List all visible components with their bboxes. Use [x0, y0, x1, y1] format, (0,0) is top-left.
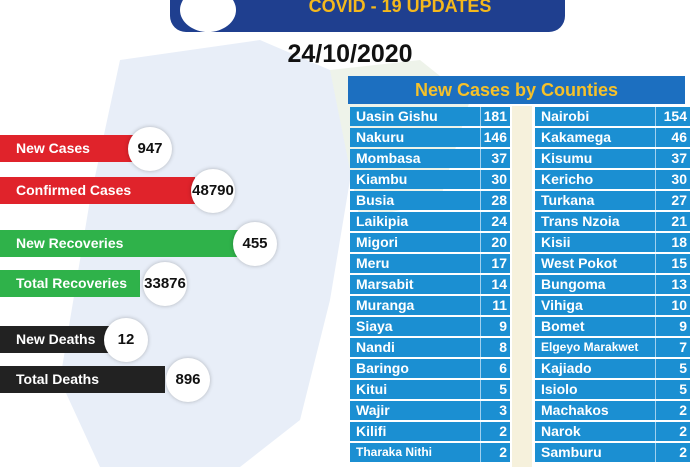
- header-title: COVID - 19 UPDATES: [308, 0, 492, 16]
- county-name: Kilifi: [350, 422, 480, 441]
- stat-label: Confirmed Cases: [0, 177, 195, 204]
- county-cases: 3: [480, 401, 510, 420]
- stat-label: New Recoveries: [0, 230, 245, 257]
- county-cases: 10: [655, 296, 690, 315]
- county-cases: 6: [480, 359, 510, 378]
- county-cases: 2: [655, 401, 690, 420]
- county-cases: 46: [655, 128, 690, 147]
- column-divider: [512, 106, 532, 467]
- county-cases: 27: [655, 191, 690, 210]
- county-cases: 18: [655, 233, 690, 252]
- county-name: Marsabit: [350, 275, 480, 294]
- county-name: Laikipia: [350, 212, 480, 231]
- date: 24/10/2020: [287, 40, 413, 68]
- county-cases: 24: [480, 212, 510, 231]
- county-cases: 30: [655, 170, 690, 189]
- county-cases: 2: [480, 443, 510, 462]
- county-cases: 154: [655, 107, 690, 126]
- county-cases: 146: [480, 128, 510, 147]
- county-name: Siaya: [350, 317, 480, 336]
- county-cases: 9: [655, 317, 690, 336]
- county-name: Meru: [350, 254, 480, 273]
- stat-value: 896: [166, 358, 210, 402]
- county-cases: 5: [480, 380, 510, 399]
- county-name: Kericho: [535, 170, 655, 189]
- county-cases: 17: [480, 254, 510, 273]
- county-name: Trans Nzoia: [535, 212, 655, 231]
- county-name: Vihiga: [535, 296, 655, 315]
- county-cases: 15: [655, 254, 690, 273]
- county-name: Nandi: [350, 338, 480, 357]
- county-cases: 5: [655, 359, 690, 378]
- county-cases: 20: [480, 233, 510, 252]
- stat-label: Total Deaths: [0, 366, 165, 393]
- stat-value: 947: [128, 127, 172, 171]
- county-cases: 14: [480, 275, 510, 294]
- stat-value: 33876: [143, 262, 187, 306]
- county-cases: 8: [480, 338, 510, 357]
- county-cases: 2: [655, 422, 690, 441]
- county-cases: 7: [655, 338, 690, 357]
- county-name: Machakos: [535, 401, 655, 420]
- county-name: Samburu: [535, 443, 655, 462]
- county-name: Bungoma: [535, 275, 655, 294]
- county-name: Migori: [350, 233, 480, 252]
- county-cases: 2: [655, 443, 690, 462]
- stat-value: 48790: [191, 169, 235, 213]
- county-cases: 13: [655, 275, 690, 294]
- stat-label: New Cases: [0, 135, 135, 162]
- county-name: Kisumu: [535, 149, 655, 168]
- county-name: Bomet: [535, 317, 655, 336]
- county-name: Busia: [350, 191, 480, 210]
- county-name: Nairobi: [535, 107, 655, 126]
- county-name: Muranga: [350, 296, 480, 315]
- county-name: Turkana: [535, 191, 655, 210]
- county-name: Kakamega: [535, 128, 655, 147]
- county-name: Elgeyo Marakwet: [535, 338, 655, 357]
- county-name: West Pokot: [535, 254, 655, 273]
- county-name: Nakuru: [350, 128, 480, 147]
- county-name: Tharaka Nithi: [350, 443, 480, 462]
- county-name: Mombasa: [350, 149, 480, 168]
- county-name: Narok: [535, 422, 655, 441]
- county-name: Kajiado: [535, 359, 655, 378]
- county-name: Kitui: [350, 380, 480, 399]
- county-name: Uasin Gishu: [350, 107, 480, 126]
- county-cases: 11: [480, 296, 510, 315]
- header-banner: [170, 0, 565, 32]
- stat-value: 455: [233, 222, 277, 266]
- county-cases: 2: [480, 422, 510, 441]
- county-name: Kisii: [535, 233, 655, 252]
- county-name: Kiambu: [350, 170, 480, 189]
- county-cases: 181: [480, 107, 510, 126]
- county-cases: 21: [655, 212, 690, 231]
- county-cases: 37: [480, 149, 510, 168]
- county-name: Isiolo: [535, 380, 655, 399]
- county-name: Wajir: [350, 401, 480, 420]
- county-cases: 28: [480, 191, 510, 210]
- county-cases: 9: [480, 317, 510, 336]
- table-title: New Cases by Counties: [348, 76, 685, 104]
- stat-value: 12: [104, 318, 148, 362]
- county-cases: 5: [655, 380, 690, 399]
- stat-label: New Deaths: [0, 326, 110, 353]
- county-name: Baringo: [350, 359, 480, 378]
- county-cases: 30: [480, 170, 510, 189]
- stat-label: Total Recoveries: [0, 270, 140, 297]
- county-cases: 37: [655, 149, 690, 168]
